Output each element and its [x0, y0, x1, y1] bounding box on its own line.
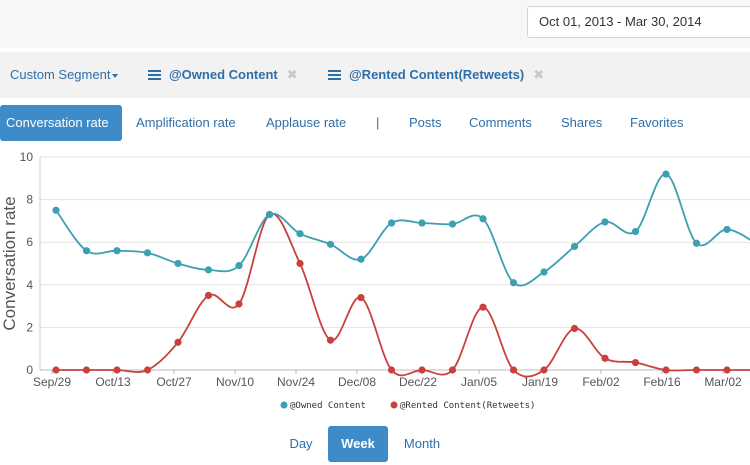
metric-tabs: Conversation rate Amplification rate App…: [0, 105, 750, 141]
series-line-rented-content: [55, 212, 750, 378]
period-day-button[interactable]: Day: [289, 436, 313, 451]
data-point: [479, 215, 487, 223]
data-point: [113, 247, 121, 255]
data-point: [387, 366, 396, 374]
y-tick-label: 8: [26, 193, 33, 207]
data-point: [723, 366, 731, 374]
caret-down-icon: [112, 73, 119, 78]
legend-label: @Owned Content: [290, 401, 366, 411]
legend-marker: [390, 401, 398, 409]
conversation-rate-chart: 0 2 4 6 8 10 Conversation rate Sep/29 Oct/13 Oct/…: [0, 150, 750, 411]
data-point: [662, 170, 670, 178]
data-point: [692, 366, 701, 374]
tab-posts[interactable]: Posts: [409, 115, 442, 130]
segment-tag-owned-content[interactable]: @Owned Content ✖: [148, 67, 298, 83]
legend-marker: [280, 401, 288, 409]
y-tick-label: 4: [26, 278, 33, 292]
data-point: [204, 291, 213, 300]
data-point: [204, 266, 213, 274]
data-point: [479, 303, 487, 311]
data-point: [82, 366, 91, 374]
data-point: [631, 227, 640, 236]
y-tick-label: 0: [26, 363, 33, 377]
list-icon: [148, 70, 161, 80]
data-point: [326, 336, 335, 344]
segment-tag-label: @Rented Content(Retweets): [349, 67, 525, 82]
data-point: [52, 206, 60, 214]
tab-amplification-rate[interactable]: Amplification rate: [136, 115, 236, 130]
x-tick-label: Jan/19: [522, 375, 558, 389]
tab-comments[interactable]: Comments: [469, 115, 532, 130]
data-point: [357, 255, 365, 263]
tab-shares[interactable]: Shares: [561, 115, 603, 130]
data-point: [296, 259, 304, 268]
data-point: [570, 242, 579, 251]
data-point: [601, 354, 609, 362]
x-tick-label: Nov/10: [216, 375, 254, 389]
period-month-button[interactable]: Month: [403, 436, 441, 451]
data-point: [143, 366, 152, 374]
x-tick-label: Oct/27: [156, 375, 192, 389]
data-point: [509, 366, 518, 374]
x-tick-label: Oct/13: [95, 375, 131, 389]
segment-bar: Custom Segment @Owned Content ✖ @Rented C…: [0, 52, 750, 98]
data-point: [662, 366, 670, 374]
y-tick-label: 6: [26, 235, 33, 249]
x-tick-label: Dec/22: [399, 375, 437, 389]
data-point: [570, 324, 579, 333]
data-point: [601, 218, 609, 226]
data-point: [174, 338, 182, 346]
data-point: [418, 366, 426, 374]
tab-conversation-rate[interactable]: Conversation rate: [0, 105, 122, 141]
data-point: [448, 366, 457, 374]
tab-separator: |: [376, 115, 380, 130]
segment-tag-label: @Owned Content: [169, 67, 278, 82]
data-point: [692, 239, 701, 247]
series-line-owned-content: [55, 173, 750, 287]
data-point: [113, 366, 121, 374]
x-tick-label: Dec/08: [338, 375, 376, 389]
data-point: [540, 268, 548, 276]
data-point: [82, 247, 91, 255]
y-tick-label: 2: [26, 320, 33, 334]
data-point: [418, 219, 426, 227]
legend-label: @Rented Content(Retweets): [400, 401, 535, 411]
data-point: [235, 262, 243, 270]
data-point: [52, 366, 60, 374]
period-week-button[interactable]: Week: [328, 426, 388, 462]
x-tick-label: Feb/16: [643, 375, 681, 389]
y-tick-label: 10: [20, 150, 34, 164]
custom-segment-dropdown[interactable]: Custom Segment: [10, 67, 119, 82]
data-point: [296, 230, 304, 238]
data-point: [235, 300, 243, 308]
data-point: [326, 240, 335, 248]
data-point: [631, 358, 640, 367]
tab-favorites[interactable]: Favorites: [630, 115, 684, 130]
data-point: [174, 259, 182, 268]
date-range-picker[interactable]: Oct 01, 2013 - Mar 30, 2014: [527, 6, 750, 38]
x-tick-label: Nov/24: [277, 375, 315, 389]
data-point: [723, 225, 731, 234]
x-tick-label: Mar/02: [704, 375, 742, 389]
data-point: [448, 220, 457, 228]
data-point: [143, 249, 152, 257]
top-toolbar: Oct 01, 2013 - Mar 30, 2014: [0, 0, 750, 48]
x-tick-label: Sep/29: [33, 375, 71, 389]
remove-segment-icon[interactable]: ✖: [533, 67, 545, 82]
data-point: [357, 293, 365, 302]
segment-tag-rented-content[interactable]: @Rented Content(Retweets) ✖: [328, 67, 544, 83]
custom-segment-label: Custom Segment: [10, 67, 111, 82]
x-tick-label: Jan/05: [461, 375, 497, 389]
data-point: [540, 366, 548, 374]
tab-applause-rate[interactable]: Applause rate: [266, 115, 347, 130]
data-point: [509, 279, 518, 287]
remove-segment-icon[interactable]: ✖: [286, 67, 298, 82]
x-tick-label: Feb/02: [582, 375, 620, 389]
y-axis-title: Conversation rate: [0, 196, 19, 330]
list-icon: [328, 70, 341, 80]
data-point: [265, 210, 274, 219]
data-point: [387, 219, 396, 227]
